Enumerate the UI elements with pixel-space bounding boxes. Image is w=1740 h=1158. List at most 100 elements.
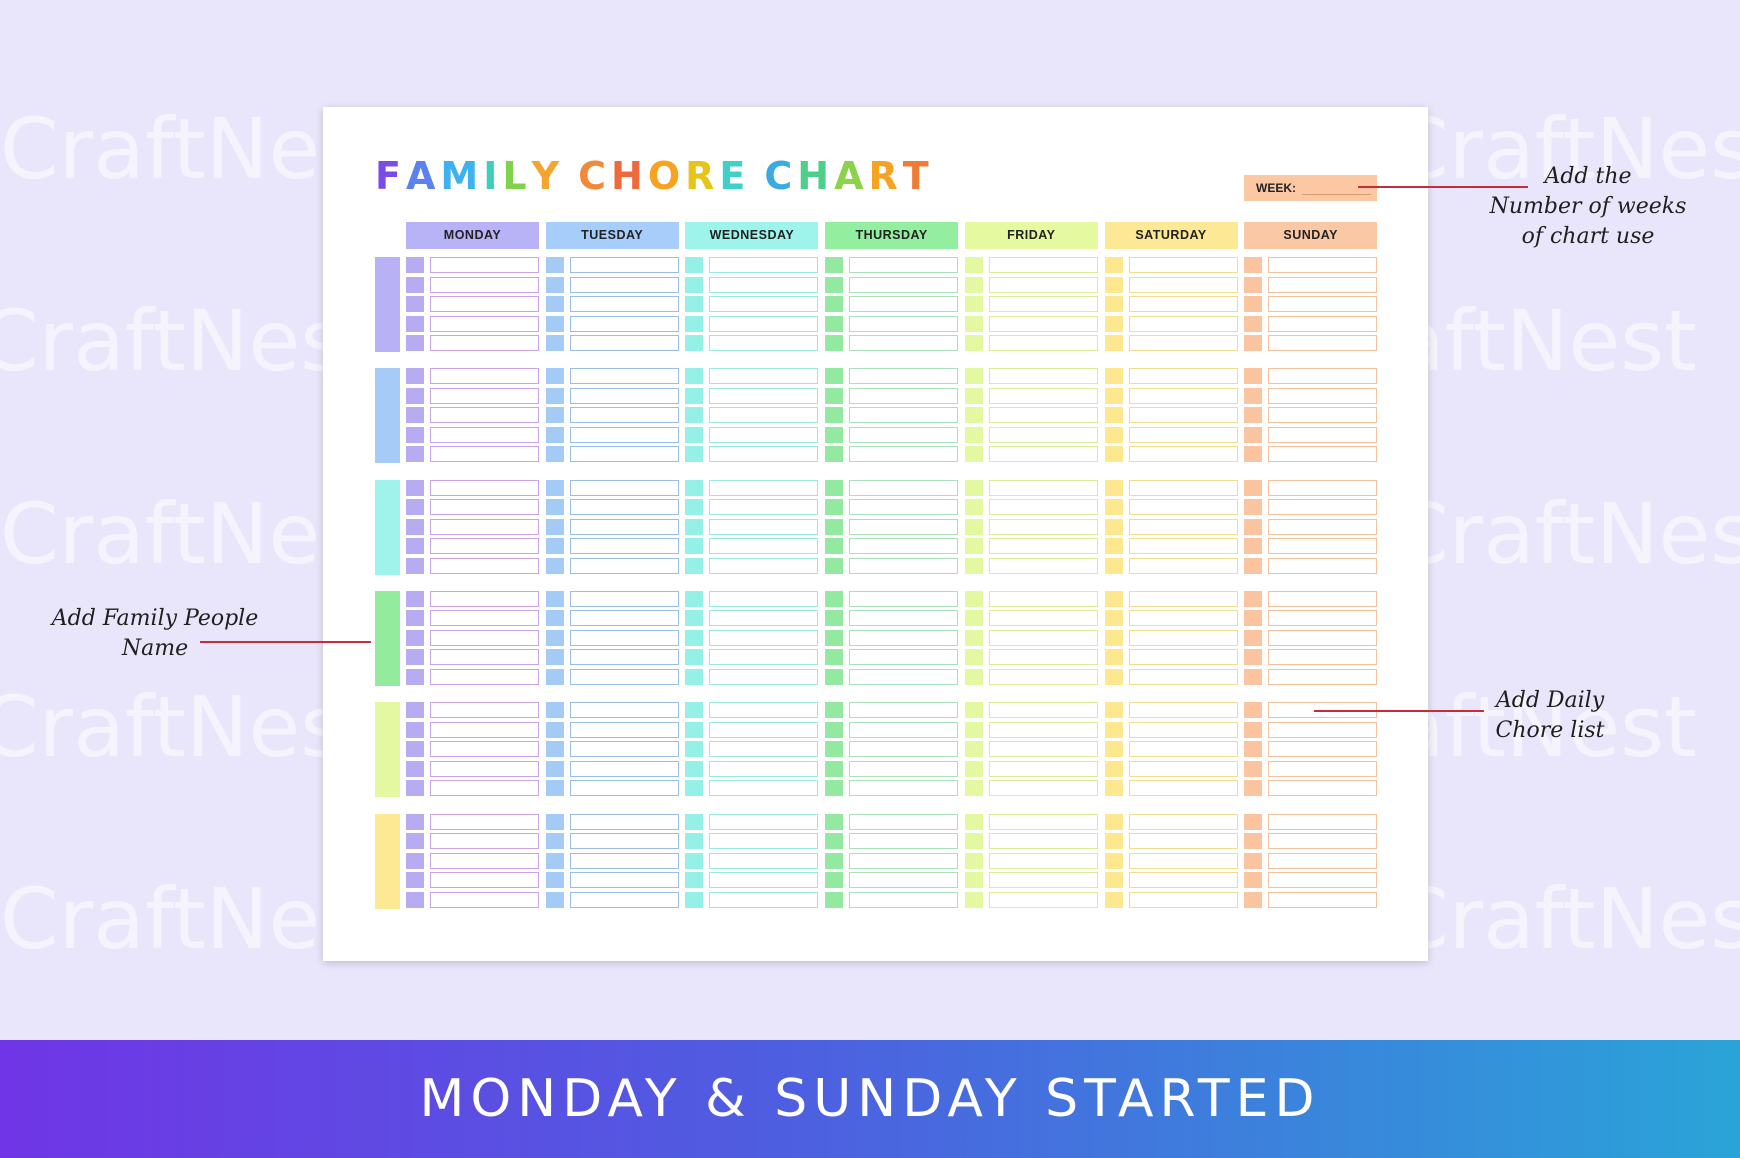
chore-task-field[interactable] (988, 335, 1098, 351)
chore-checkbox[interactable] (825, 518, 844, 535)
chore-checkbox[interactable] (964, 702, 983, 719)
chore-checkbox[interactable] (545, 610, 564, 627)
chore-checkbox[interactable] (1104, 518, 1123, 535)
chore-task-field[interactable] (430, 315, 539, 332)
chore-checkbox[interactable] (964, 891, 983, 908)
chore-task-field[interactable] (569, 629, 679, 646)
chore-checkbox[interactable] (1244, 446, 1263, 463)
chore-checkbox[interactable] (1244, 891, 1263, 908)
chore-task-field[interactable] (569, 852, 679, 869)
chore-task-field[interactable] (709, 780, 819, 797)
chore-task-field[interactable] (1128, 872, 1238, 888)
chore-task-field[interactable] (988, 426, 1098, 443)
chore-checkbox[interactable] (1244, 741, 1263, 758)
chore-task-field[interactable] (709, 649, 819, 666)
chore-checkbox[interactable] (406, 872, 424, 888)
chore-checkbox[interactable] (406, 479, 424, 496)
chore-task-field[interactable] (988, 538, 1098, 555)
chore-task-field[interactable] (849, 833, 959, 849)
chore-checkbox[interactable] (406, 852, 424, 869)
chore-task-field[interactable] (569, 590, 679, 607)
chore-checkbox[interactable] (964, 741, 983, 758)
chore-task-field[interactable] (569, 446, 679, 463)
chore-checkbox[interactable] (406, 407, 424, 424)
chore-checkbox[interactable] (825, 426, 844, 443)
person-name-bar[interactable] (375, 479, 400, 575)
chore-task-field[interactable] (1128, 315, 1238, 332)
chore-task-field[interactable] (1128, 426, 1238, 443)
chore-checkbox[interactable] (825, 891, 844, 908)
chore-checkbox[interactable] (964, 335, 983, 351)
chore-task-field[interactable] (569, 368, 679, 385)
chore-checkbox[interactable] (406, 891, 424, 908)
chore-checkbox[interactable] (825, 760, 844, 777)
chore-task-field[interactable] (988, 499, 1098, 516)
chore-task-field[interactable] (1268, 407, 1378, 424)
chore-checkbox[interactable] (545, 387, 564, 404)
chore-checkbox[interactable] (825, 852, 844, 869)
chore-task-field[interactable] (1268, 315, 1378, 332)
chore-task-field[interactable] (1128, 833, 1238, 849)
chore-task-field[interactable] (430, 335, 539, 351)
chore-checkbox[interactable] (1244, 649, 1263, 666)
chore-checkbox[interactable] (1104, 315, 1123, 332)
chore-checkbox[interactable] (685, 668, 704, 685)
chore-checkbox[interactable] (825, 872, 844, 888)
chore-checkbox[interactable] (685, 426, 704, 443)
chore-checkbox[interactable] (1104, 668, 1123, 685)
chore-task-field[interactable] (1268, 499, 1378, 516)
chore-task-field[interactable] (1268, 649, 1378, 666)
chore-checkbox[interactable] (685, 610, 704, 627)
chore-checkbox[interactable] (685, 368, 704, 385)
chore-checkbox[interactable] (964, 315, 983, 332)
chore-checkbox[interactable] (406, 387, 424, 404)
chore-checkbox[interactable] (825, 499, 844, 516)
chore-checkbox[interactable] (1244, 335, 1263, 351)
chore-task-field[interactable] (1128, 891, 1238, 908)
chore-task-field[interactable] (430, 368, 539, 385)
chore-task-field[interactable] (849, 872, 959, 888)
chore-task-field[interactable] (430, 296, 539, 312)
chore-task-field[interactable] (1128, 702, 1238, 719)
chore-task-field[interactable] (430, 852, 539, 869)
chore-task-field[interactable] (430, 813, 539, 830)
chore-task-field[interactable] (849, 368, 959, 385)
chore-task-field[interactable] (849, 741, 959, 758)
chore-task-field[interactable] (569, 407, 679, 424)
chore-checkbox[interactable] (825, 368, 844, 385)
chore-task-field[interactable] (430, 668, 539, 685)
chore-task-field[interactable] (569, 780, 679, 797)
chore-checkbox[interactable] (545, 702, 564, 719)
chore-task-field[interactable] (430, 833, 539, 849)
chore-task-field[interactable] (709, 852, 819, 869)
chore-task-field[interactable] (430, 479, 539, 496)
chore-checkbox[interactable] (825, 833, 844, 849)
chore-task-field[interactable] (1268, 557, 1378, 574)
chore-checkbox[interactable] (825, 446, 844, 463)
chore-task-field[interactable] (849, 426, 959, 443)
chore-checkbox[interactable] (685, 518, 704, 535)
chore-checkbox[interactable] (964, 760, 983, 777)
chore-task-field[interactable] (430, 702, 539, 719)
chore-checkbox[interactable] (825, 479, 844, 496)
chore-task-field[interactable] (988, 387, 1098, 404)
chore-checkbox[interactable] (1104, 407, 1123, 424)
chore-task-field[interactable] (709, 557, 819, 574)
chore-checkbox[interactable] (1104, 257, 1123, 273)
chore-task-field[interactable] (849, 518, 959, 535)
chore-checkbox[interactable] (825, 610, 844, 627)
chore-task-field[interactable] (1268, 610, 1378, 627)
chore-task-field[interactable] (709, 518, 819, 535)
chore-task-field[interactable] (1128, 407, 1238, 424)
person-name-bar[interactable] (375, 590, 400, 686)
chore-checkbox[interactable] (964, 426, 983, 443)
chore-task-field[interactable] (988, 315, 1098, 332)
chore-task-field[interactable] (849, 387, 959, 404)
chore-checkbox[interactable] (406, 335, 424, 351)
chore-task-field[interactable] (569, 760, 679, 777)
chore-task-field[interactable] (988, 296, 1098, 312)
chore-task-field[interactable] (709, 257, 819, 273)
chore-task-field[interactable] (709, 368, 819, 385)
chore-checkbox[interactable] (825, 741, 844, 758)
chore-checkbox[interactable] (685, 499, 704, 516)
